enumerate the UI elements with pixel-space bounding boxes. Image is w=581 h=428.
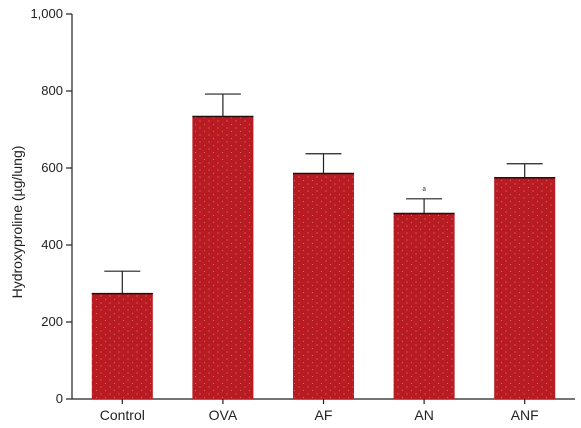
y-tick-label: 400 bbox=[41, 237, 63, 252]
bar-texture bbox=[293, 173, 354, 399]
y-tick-label: 600 bbox=[41, 160, 63, 175]
y-tick-label: 0 bbox=[56, 391, 63, 406]
bars-group bbox=[91, 93, 556, 400]
y-tick-label: 200 bbox=[41, 314, 63, 329]
bar-texture bbox=[192, 116, 254, 400]
y-tick-label: 800 bbox=[41, 83, 63, 98]
category-label: OVA bbox=[209, 407, 238, 423]
bar-texture bbox=[494, 177, 556, 399]
y-axis-label: Hydroxyproline (µg/lung) bbox=[9, 146, 25, 299]
significance-annotation: a bbox=[422, 184, 426, 193]
category-label: AF bbox=[315, 407, 333, 423]
bar-texture bbox=[393, 213, 455, 399]
bar-texture bbox=[91, 293, 153, 399]
category-label: Control bbox=[100, 407, 145, 423]
category-label: AN bbox=[414, 407, 433, 423]
labels-group: 0 200 400 600 800 1,000 Control OVA AF AN a ANF bbox=[30, 6, 538, 423]
y-tick-label: 1,000 bbox=[30, 6, 63, 21]
category-label: ANF bbox=[511, 407, 539, 423]
